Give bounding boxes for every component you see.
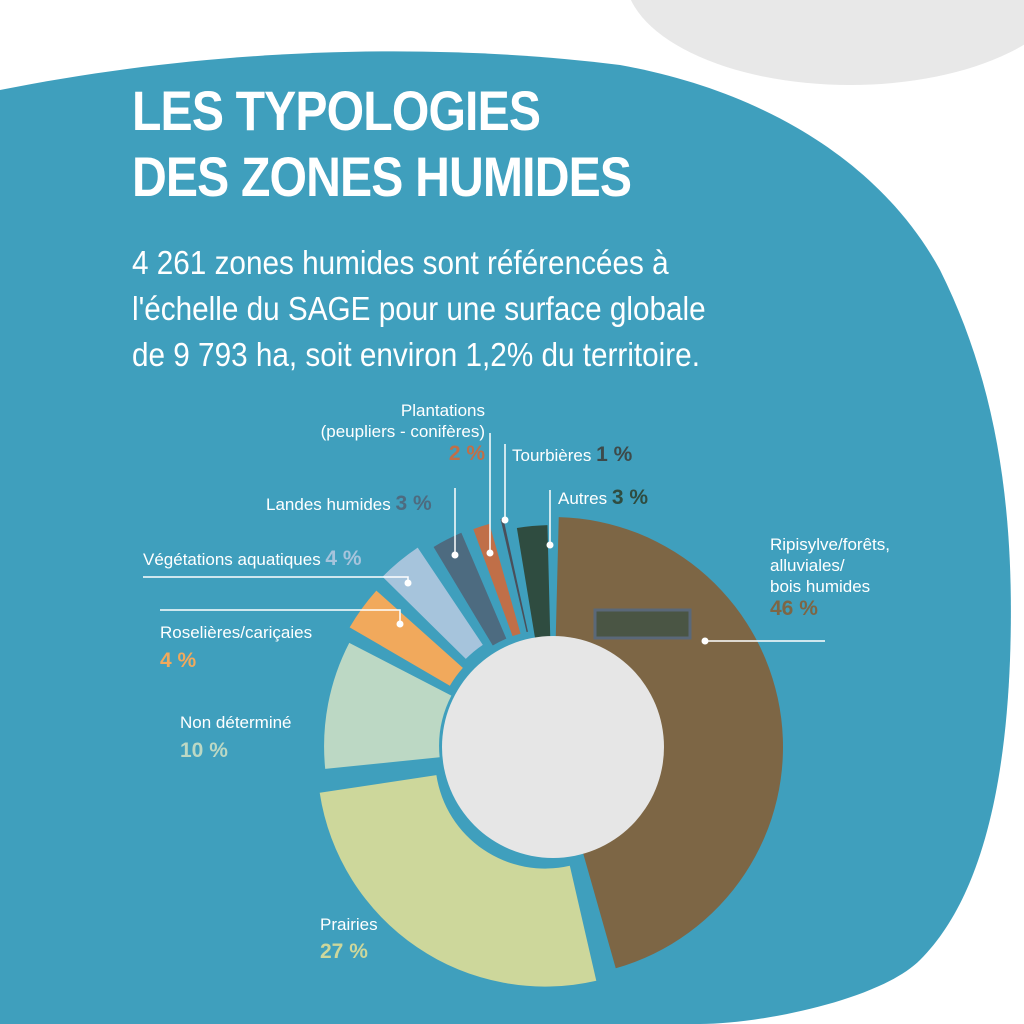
slice-8 (516, 525, 551, 639)
leader-dot (701, 637, 709, 645)
leader-dot (546, 541, 554, 549)
chart-labels: Ripisylve/forêts, alluviales/bois humides… (143, 401, 890, 963)
slice-label: Végétations aquatiques 4 % (143, 547, 362, 570)
slice-label: Tourbières 1 % (512, 443, 633, 466)
slice-4 (382, 547, 483, 659)
slice-1 (319, 775, 597, 987)
slice-label: Non déterminé (180, 713, 292, 732)
slice-percent: 27 % (320, 940, 368, 963)
slice-percent: 10 % (180, 739, 228, 762)
slice-label: Prairies (320, 915, 378, 934)
slice-label: alluviales/ (770, 556, 845, 575)
slice-percent: 3 % (395, 492, 432, 515)
slice-label: Landes humides 3 % (266, 492, 432, 515)
slice-label: Autres 3 % (558, 486, 648, 509)
leader-dot (501, 516, 509, 524)
slice-percent: 3 % (612, 486, 649, 509)
slice-percent: 4 % (160, 649, 197, 672)
slice-label: Plantations (401, 401, 485, 420)
slice-label: Ripisylve/forêts, (770, 535, 890, 554)
slice-label: Roselières/cariçaies (160, 623, 312, 642)
slice-label: bois humides (770, 577, 870, 596)
subtitle-line-1: 4 261 zones humides sont référencées à (132, 244, 669, 281)
leader-dot (404, 579, 412, 587)
slice-2 (324, 642, 452, 769)
slice-percent: 1 % (596, 443, 633, 466)
slice-7 (500, 518, 528, 632)
dark-patch (593, 608, 692, 640)
leader-dot (451, 551, 459, 559)
subtitle-line-2: l'échelle du SAGE pour une surface globa… (132, 290, 706, 327)
slice-percent: 4 % (325, 547, 362, 570)
subtitle-line-3: de 9 793 ha, soit environ 1,2% du territ… (132, 336, 700, 373)
slice-label: (peupliers - conifères) (321, 422, 485, 441)
page-title: LES TYPOLOGIES DES ZONES HUMIDES (132, 78, 632, 210)
slice-3 (349, 590, 463, 686)
leader-line (160, 609, 401, 624)
leader-dot (486, 549, 494, 557)
top-right-shape (630, 0, 1024, 85)
slice-5 (433, 532, 507, 646)
slice-6 (473, 523, 521, 637)
leader-dot (396, 620, 404, 628)
slice-percent: 2 % (449, 442, 486, 465)
title-line-1: LES TYPOLOGIES (132, 79, 541, 142)
donut-hole (442, 636, 664, 858)
title-line-2: DES ZONES HUMIDES (132, 145, 632, 208)
page-subtitle: 4 261 zones humides sont référencées à l… (132, 240, 706, 378)
slice-percent: 46 % (770, 597, 818, 620)
